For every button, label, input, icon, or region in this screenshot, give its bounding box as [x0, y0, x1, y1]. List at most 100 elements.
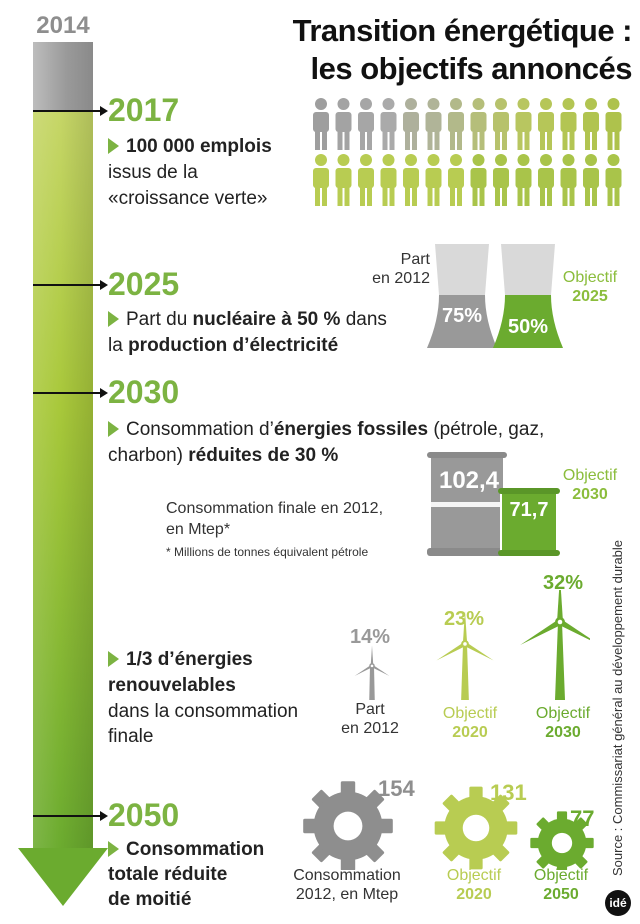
title-line-1: Transition énergétique : — [292, 13, 633, 48]
person-icon — [313, 154, 329, 206]
renewables-label-2020: Objectif 2020 — [442, 705, 498, 741]
publisher-logo: idé — [605, 890, 631, 916]
person-icon — [335, 98, 352, 150]
objectif-2025-label: Objectif 2025 — [562, 269, 618, 305]
renewables-pct-2020: 23% — [444, 608, 485, 630]
person-icon — [560, 154, 577, 206]
gear-icon — [530, 811, 594, 870]
person-icon — [358, 98, 374, 150]
renewables-pct-2030: 32% — [543, 572, 584, 594]
cooling-towers-chart: 75% 50% — [427, 244, 563, 348]
tower-2025-fill — [493, 295, 563, 348]
wind-turbine-icon — [354, 645, 390, 700]
renewables-label-2030: Objectif 2030 — [535, 705, 591, 741]
year-2025: 2025 — [108, 266, 180, 302]
nuclear-line-1: Part du nucléaire à 50 % dans — [126, 309, 387, 330]
person-icon — [380, 154, 397, 206]
gears-chart — [303, 781, 594, 870]
person-icon — [560, 98, 577, 150]
bullet-icon — [108, 651, 119, 667]
tower-2012-fill — [427, 295, 497, 348]
person-icon — [470, 98, 487, 150]
mtep-footnote: * Millions de tonnes équivalent pétrole — [166, 545, 369, 559]
people-icons — [313, 98, 622, 206]
renewables-line-3: dans la consommation — [108, 701, 299, 722]
gear-label-2020: Objectif 2020 — [446, 867, 502, 903]
bullet-icon — [108, 311, 119, 327]
value-2030-mtep: 71,7 — [510, 499, 549, 521]
wind-turbine-icon — [520, 590, 590, 700]
person-icon — [358, 154, 374, 206]
jobs-headline: 100 000 emplois — [126, 136, 272, 157]
renewables-pct-2012: 14% — [350, 626, 391, 648]
objectif-2030-label: Objectif 2030 — [562, 467, 618, 503]
gear-icon — [303, 781, 393, 870]
person-icon — [583, 154, 599, 206]
renewables-line-1: 1/3 d’énergies — [126, 649, 253, 670]
year-2030: 2030 — [108, 374, 180, 410]
timeline-future-segment — [33, 110, 93, 852]
title-line-2: les objectifs annoncés — [310, 51, 633, 86]
tick-arrow-2025 — [100, 280, 108, 290]
person-icon — [448, 154, 464, 206]
timeline-shading — [33, 110, 93, 852]
tick-2017 — [33, 110, 103, 112]
renewables-line-4: finale — [108, 726, 154, 747]
person-icon — [425, 154, 442, 206]
timeline-arrow-head — [18, 848, 108, 906]
tower-2025-top — [501, 244, 555, 295]
person-icon — [380, 98, 397, 150]
conso-line-3: de moitié — [108, 889, 192, 910]
person-icon — [403, 98, 419, 150]
conso-line-2: totale réduite — [108, 864, 228, 885]
year-2050: 2050 — [108, 797, 180, 833]
person-icon — [583, 98, 599, 150]
tick-arrow-2030 — [100, 388, 108, 398]
value-2012: 75% — [442, 305, 482, 327]
renewables-line-2: renouvelables — [108, 675, 236, 696]
tick-2025 — [33, 284, 103, 286]
person-icon — [403, 154, 419, 206]
gear-label-2050: Objectif 2050 — [533, 867, 589, 903]
person-icon — [515, 154, 532, 206]
person-icon — [515, 98, 532, 150]
jobs-line-2: issus de la — [108, 162, 198, 183]
conso-finale-label: Consommation finale en 2012, en Mtep* — [166, 500, 384, 538]
gear-value-2012: 154 — [378, 776, 415, 801]
fossil-line-2: charbon) réduites de 30 % — [108, 445, 339, 466]
bullet-icon — [108, 421, 119, 437]
wind-turbine-icon — [436, 610, 494, 700]
person-icon — [538, 154, 554, 206]
person-icon — [538, 98, 554, 150]
conso-line-1: Consommation — [126, 839, 265, 860]
oil-barrels-chart: 102,4 71,7 — [427, 452, 560, 557]
person-icon — [493, 98, 509, 150]
person-icon — [605, 154, 622, 206]
person-icon — [605, 98, 622, 150]
tick-arrow-2050 — [100, 811, 108, 821]
part-2012-label: Part en 2012 — [372, 251, 430, 287]
wind-turbines-chart — [354, 590, 590, 700]
jobs-line-3: «croissance verte» — [108, 188, 268, 209]
renewables-label-2012: Part en 2012 — [341, 701, 399, 737]
value-2025: 50% — [508, 316, 548, 338]
tick-2050 — [33, 815, 103, 817]
tower-2012-top — [435, 244, 489, 295]
gear-icon — [434, 786, 518, 870]
tick-arrow-2017 — [100, 106, 108, 116]
person-icon — [335, 154, 352, 206]
bullet-icon — [108, 841, 119, 857]
person-icon — [493, 154, 509, 206]
fossil-line-1: Consommation d’énergies fossiles (pétrol… — [126, 419, 545, 440]
nuclear-line-2: la production d’électricité — [108, 335, 339, 356]
value-2012-mtep: 102,4 — [439, 467, 500, 494]
person-icon — [313, 98, 329, 150]
person-icon — [470, 154, 487, 206]
page-title: Transition énergétique : les objectifs a… — [260, 12, 633, 88]
person-icon — [425, 98, 442, 150]
tick-2030 — [33, 392, 103, 394]
gear-label-2012: Consommation 2012, en Mtep — [293, 867, 401, 903]
person-icon — [448, 98, 464, 150]
timeline-past-segment — [33, 42, 93, 110]
timeline-start-year: 2014 — [36, 12, 90, 39]
